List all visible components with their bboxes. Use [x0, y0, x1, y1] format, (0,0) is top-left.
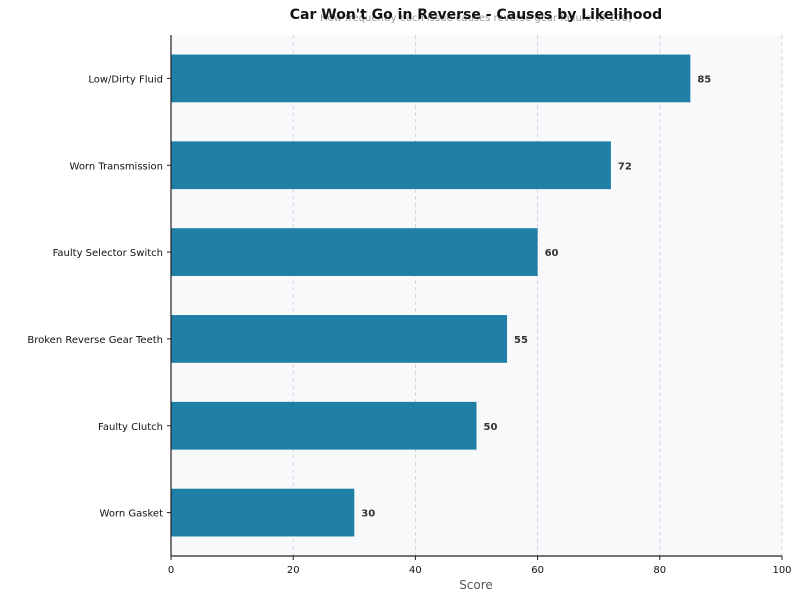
x-tick-label: 0	[168, 565, 174, 576]
x-tick-labels: 0 20 40 60 80 100	[168, 556, 792, 576]
chart-title: Car Won't Go in Reverse - Causes by Like…	[290, 7, 662, 23]
bar-value-label: 72	[618, 161, 632, 172]
x-tick-label: 100	[772, 565, 791, 576]
x-tick-label: 20	[287, 565, 300, 576]
x-axis-label: Score	[459, 578, 493, 592]
x-tick-label: 40	[409, 565, 422, 576]
y-tick-label: Low/Dirty Fluid	[88, 74, 163, 85]
x-tick-label: 60	[531, 565, 544, 576]
grid-lines	[292, 35, 783, 556]
y-tick-label: Broken Reverse Gear Teeth	[27, 335, 163, 346]
bar-faulty-selector-switch	[171, 228, 538, 276]
bar-value-label: 50	[484, 422, 498, 433]
bar-value-label: 85	[697, 74, 711, 85]
bar-worn-transmission	[171, 141, 611, 190]
y-tick-label: Faulty Selector Switch	[53, 248, 163, 259]
bar-faulty-clutch	[171, 401, 477, 450]
plot-area	[171, 35, 782, 556]
value-labels: 85 72 60 55 50 30	[361, 74, 711, 519]
bar-value-label: 55	[514, 335, 528, 346]
bar-value-label: 60	[545, 248, 559, 259]
y-tick-label: Worn Transmission	[70, 161, 163, 172]
bar-value-label: 30	[361, 509, 375, 520]
bars	[171, 54, 691, 537]
bar-low-dirty-fluid	[171, 54, 691, 103]
chart-subtitle: How frequently each issue causes reverse…	[320, 13, 632, 24]
bar-broken-reverse-gear-teeth	[171, 315, 508, 363]
bar-worn-gasket	[171, 488, 355, 537]
y-tick-labels: Low/Dirty Fluid Worn Transmission Faulty S…	[27, 74, 171, 520]
y-tick-label: Faulty Clutch	[98, 422, 163, 433]
y-tick-label: Worn Gasket	[100, 509, 164, 520]
x-tick-label: 80	[653, 565, 666, 576]
